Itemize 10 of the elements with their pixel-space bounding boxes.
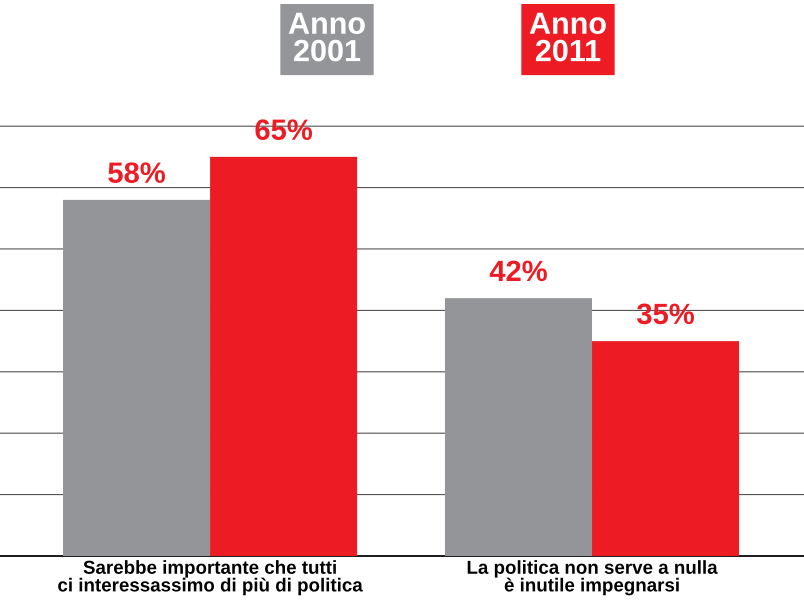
bar [444,298,592,556]
text: Anno 2011 [530,12,606,62]
bar [63,200,210,556]
bar [592,341,740,556]
x-tick-label: La politica non serve a nulla è inutile impegnarsi [468,560,718,596]
data-label: 58% [108,162,165,183]
data-label: 42% [490,260,547,282]
x-tick-label: Sarebbe importante che tutti ci interessassimo di più di politica [58,560,363,596]
bar [210,156,358,556]
text: Anno 2001 [288,12,365,62]
